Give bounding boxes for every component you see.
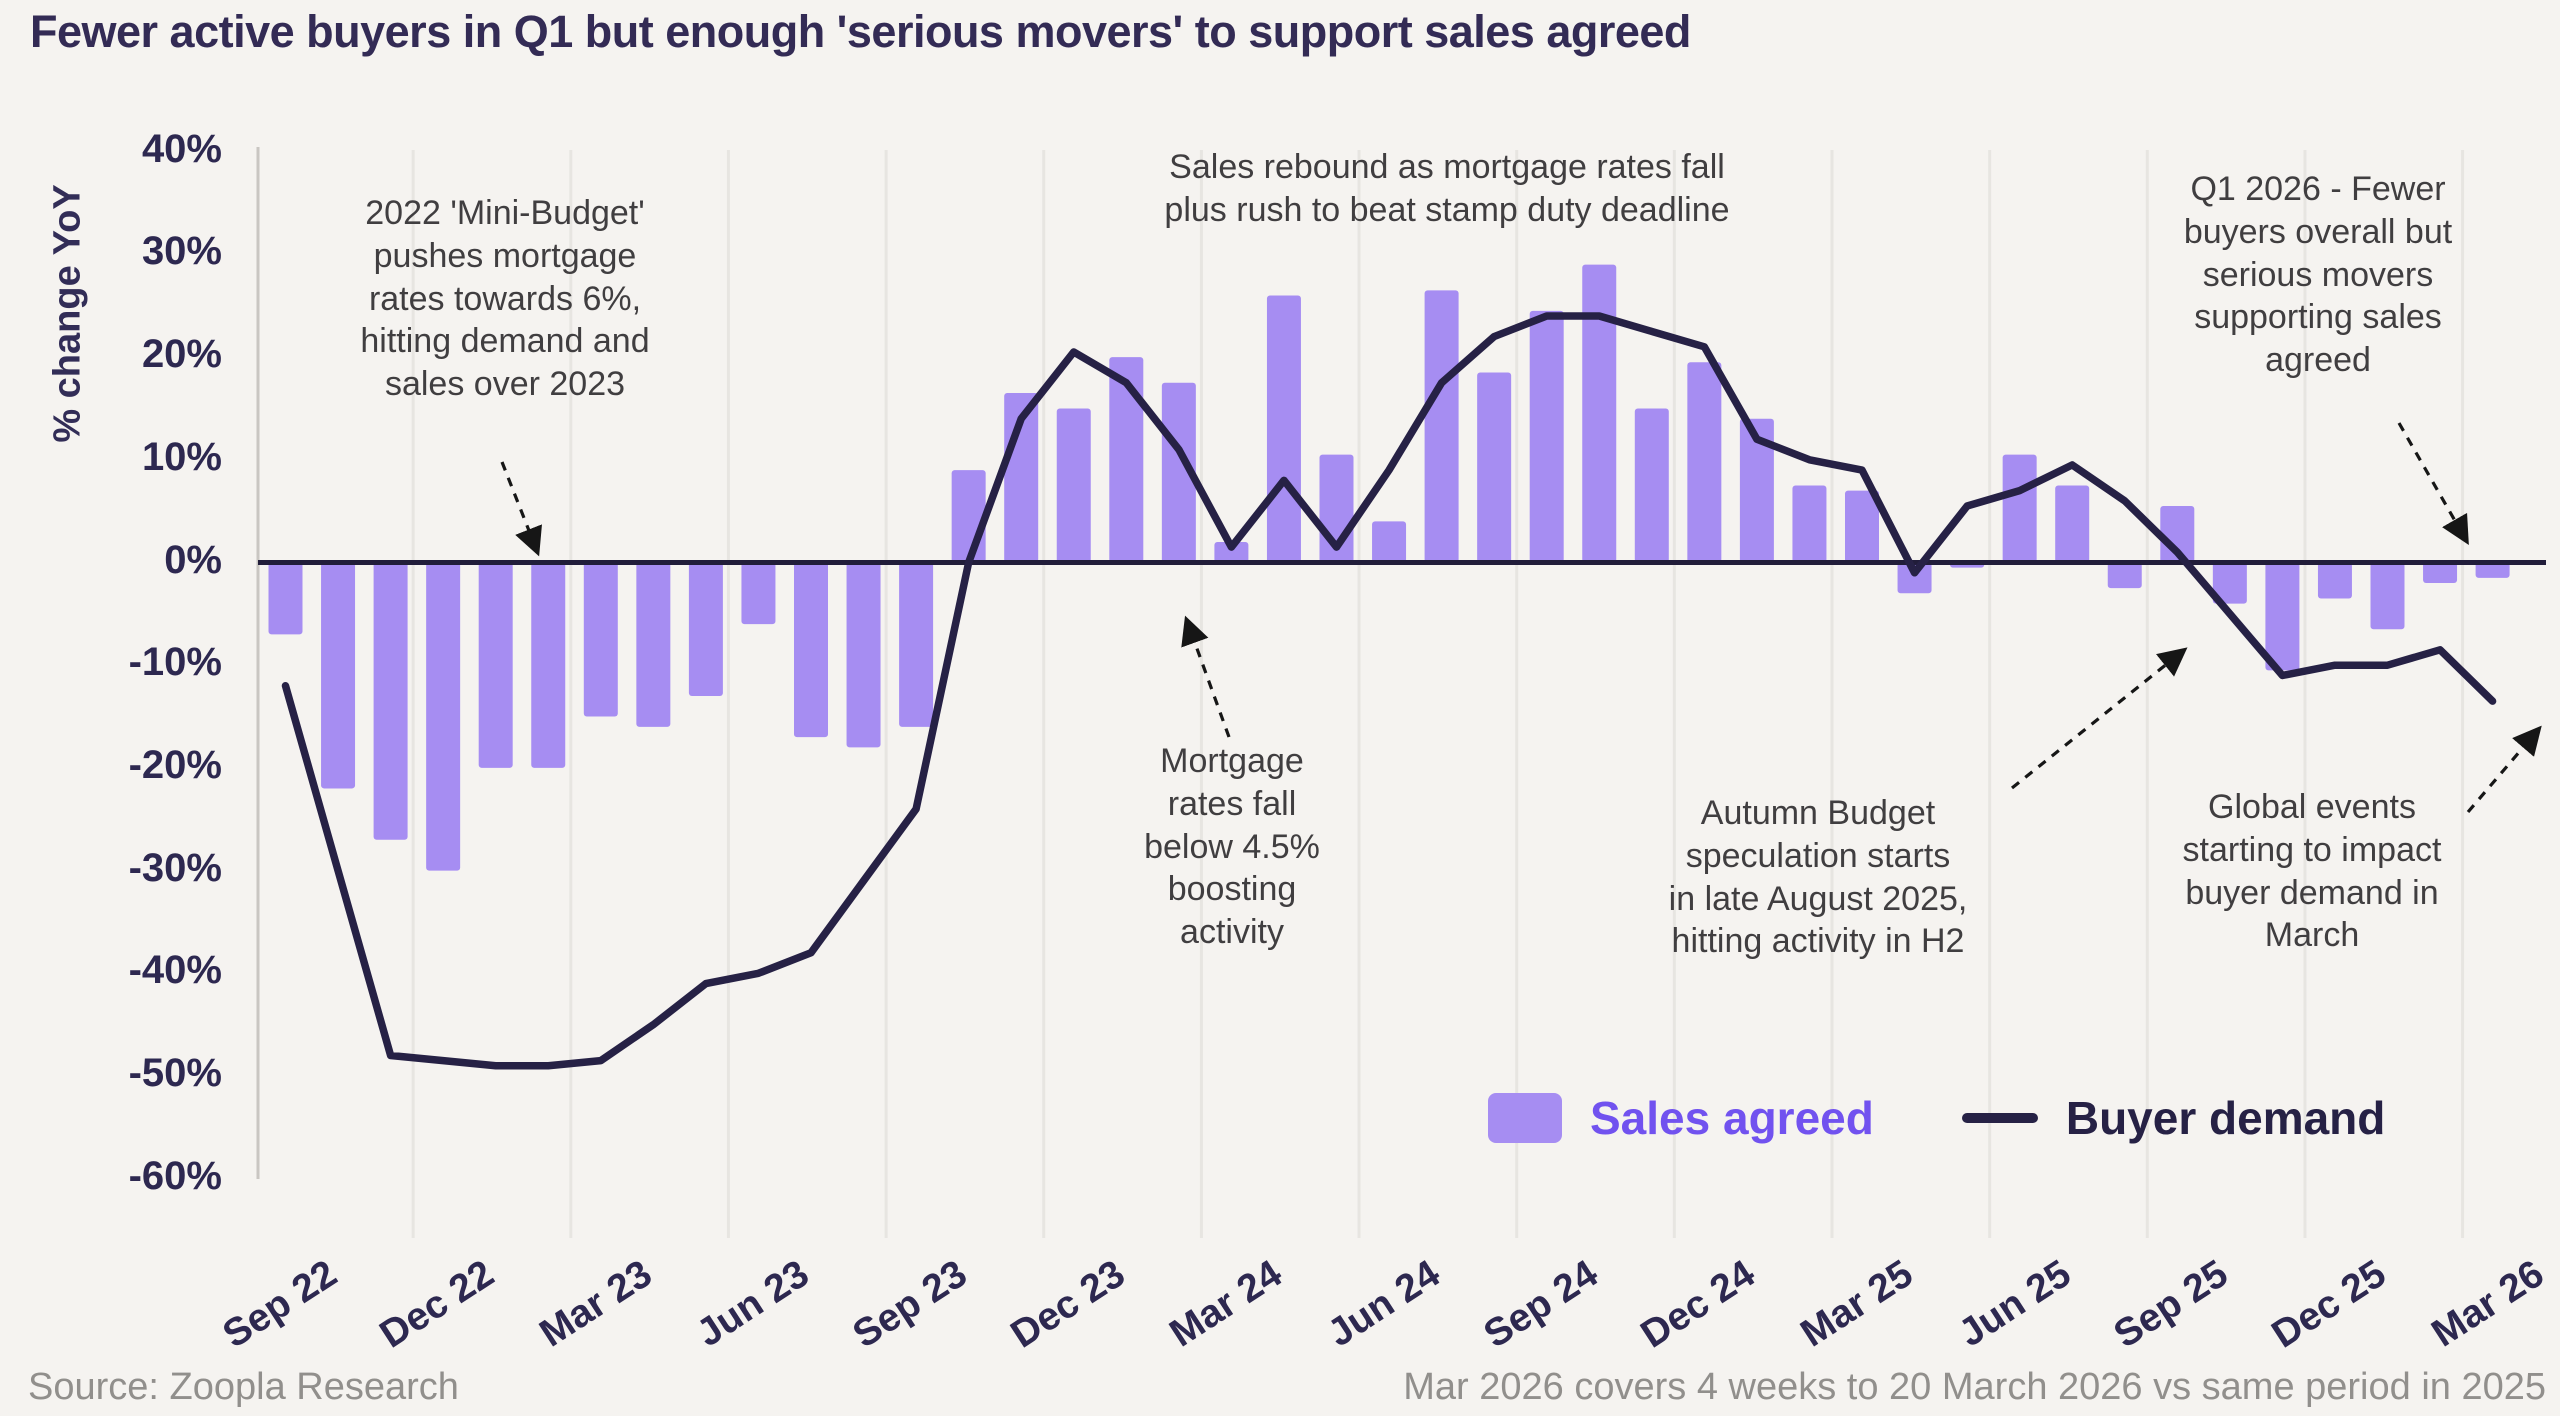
bar-Oct 25	[2212, 562, 2247, 604]
bar-Oct 23	[951, 470, 986, 563]
bar-Jun 25	[2002, 454, 2037, 563]
bar-Nov 24	[1634, 408, 1669, 563]
y-tick--50%: -50%	[128, 1051, 222, 1095]
bar-Jan 25	[1739, 418, 1774, 563]
bar-Dec 22	[426, 562, 461, 871]
bar-Aug 23	[846, 562, 881, 748]
bar-Nov 25	[2265, 562, 2300, 671]
bar-Mar 25	[1845, 490, 1879, 563]
bar-Jul 23	[794, 562, 828, 738]
bar-Jan 26	[2370, 562, 2405, 630]
bar-Aug 24	[1477, 372, 1512, 563]
bar-Nov 22	[373, 562, 408, 840]
y-tick--30%: -30%	[128, 845, 222, 890]
bar-Sep 24	[1529, 310, 1564, 563]
legend-sales-agreed-label: Sales agreed	[1590, 1092, 1874, 1144]
bar-Dec 23	[1056, 408, 1091, 563]
methodology-note: Mar 2026 covers 4 weeks to 20 March 2026…	[1403, 1366, 2546, 1408]
bar-Mar 23	[583, 562, 618, 717]
bar-Jul 24	[1424, 290, 1459, 563]
bar-Oct 22	[321, 562, 356, 789]
annotation-mini-budget: 2022 'Mini-Budget' pushes mortgage rates…	[360, 194, 650, 404]
annotation-arrows	[500, 422, 2542, 814]
bar-Apr 23	[636, 562, 671, 727]
annotation-arrow	[500, 461, 542, 557]
bar-Jun 23	[741, 562, 776, 625]
annotation-arrow	[2010, 647, 2188, 790]
annotation-arrow	[2466, 725, 2542, 814]
legend: Sales agreed Buyer demand	[1488, 1088, 2385, 1148]
axes	[256, 147, 2546, 1179]
y-tick--40%: -40%	[128, 948, 222, 993]
bar-May 23	[688, 562, 723, 697]
y-tick--60%: -60%	[128, 1153, 222, 1198]
buyer-demand-line	[281, 312, 2497, 1070]
y-tick-10%: 10%	[141, 434, 222, 479]
annotation-arrow	[2397, 422, 2469, 545]
bar-Dec 25	[2317, 562, 2352, 599]
bar-Sep 22	[268, 562, 303, 635]
bar-Oct 24	[1582, 264, 1617, 563]
bar-Jan 24	[1109, 357, 1144, 563]
y-tick-40%: 40%	[141, 126, 222, 171]
bar-Jun 24	[1372, 521, 1407, 563]
chart-title: Fewer active buyers in Q1 but enough 'se…	[30, 6, 1691, 57]
buyer-demand-line-icon	[1961, 1113, 2038, 1123]
bar-Apr 24	[1266, 295, 1301, 563]
bar-Sep 23	[899, 562, 934, 727]
annotation-autumn-budget: Autumn Budget speculation starts in late…	[1668, 794, 1968, 961]
y-tick-30%: 30%	[141, 229, 222, 274]
annotation-sales-rebound: Sales rebound as mortgage rates fall plu…	[1164, 148, 1730, 229]
bar-Mar 24	[1214, 541, 1249, 563]
legend-buyer-demand-label: Buyer demand	[2065, 1092, 2386, 1144]
y-tick--10%: -10%	[128, 640, 222, 685]
bar-Feb 24	[1161, 382, 1196, 563]
bar-Jul 25	[2055, 485, 2090, 563]
y-tick-0%: 0%	[164, 537, 222, 582]
source-note: Source: Zoopla Research	[28, 1366, 459, 1408]
bar-Aug 25	[2107, 562, 2142, 589]
annotation-q1-2026: Q1 2026 - Fewer buyers overall but serio…	[2183, 170, 2453, 380]
bar-Feb 26	[2423, 562, 2458, 584]
bar-Apr 25	[1897, 562, 1932, 594]
bar-Mar 26	[2475, 562, 2510, 578]
annotation-global-events: Global events starting to impact buyer d…	[2182, 788, 2442, 955]
bar-Feb 25	[1792, 485, 1827, 563]
sales-agreed-swatch-icon	[1488, 1093, 1562, 1143]
bar-Dec 24	[1687, 362, 1722, 563]
buyer-demand-polyline	[281, 312, 2497, 1070]
y-tick--20%: -20%	[128, 742, 222, 787]
annotation-rates-fall: Mortgage rates fall below 4.5% boosting …	[1144, 742, 1320, 952]
y-tick-20%: 20%	[141, 332, 222, 377]
annotation-arrow	[1181, 615, 1231, 738]
bar-Feb 23	[531, 562, 566, 768]
sales-agreed-bars	[268, 264, 2510, 871]
bar-Jan 23	[478, 562, 513, 768]
